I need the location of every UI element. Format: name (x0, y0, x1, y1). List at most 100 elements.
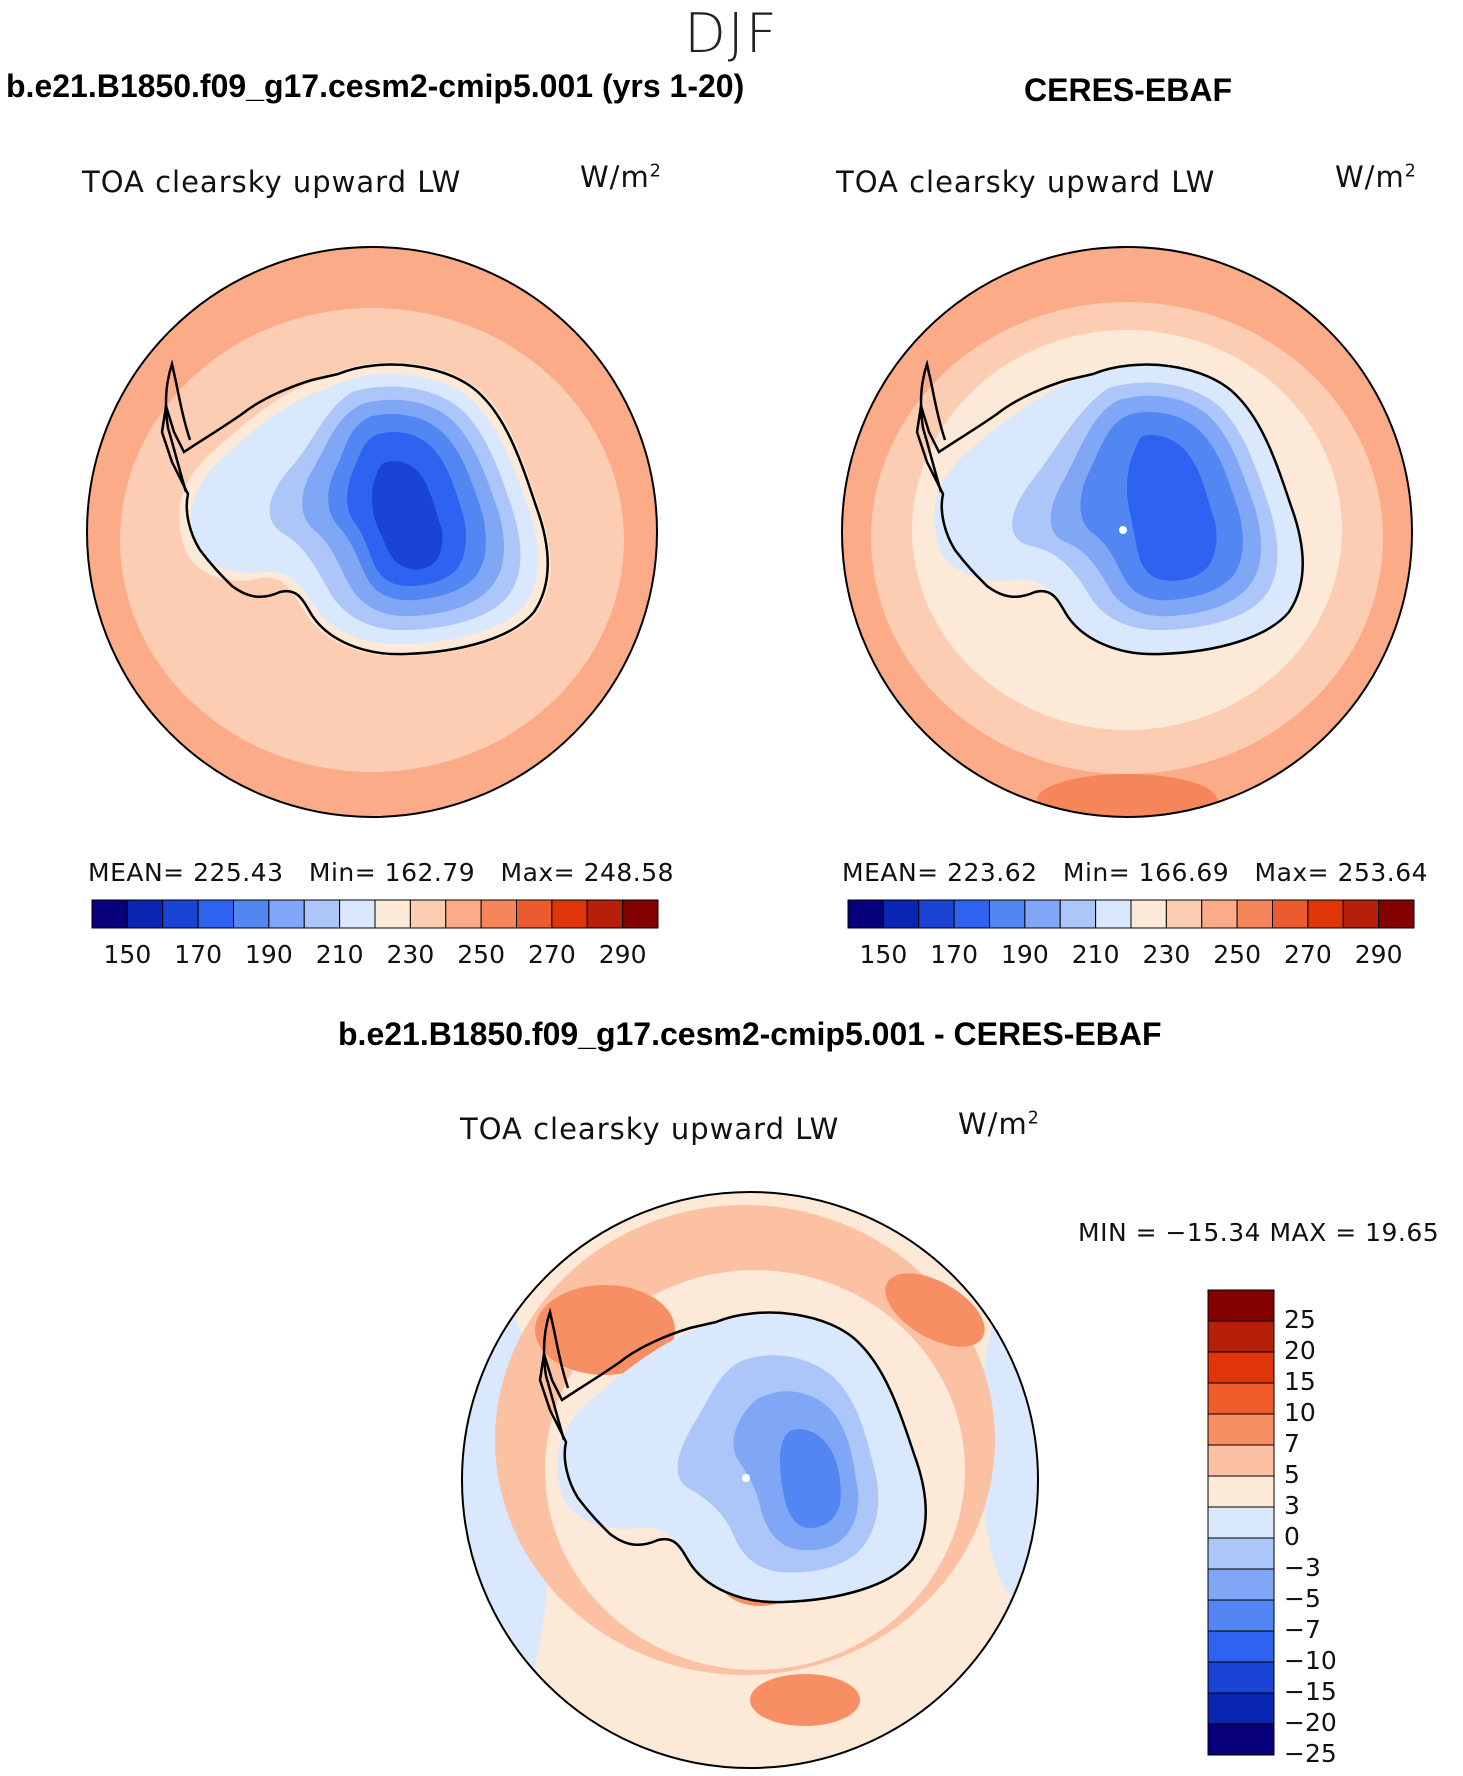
figure-title: DJF (684, 2, 779, 65)
model-polar-map (87, 247, 657, 817)
diff-coastline (538, 1311, 927, 1604)
diff-colorbar-swatch (1207, 1320, 1275, 1353)
obs-colorbar-swatch (1342, 899, 1380, 929)
obs-colorbar-swatch (1059, 899, 1097, 929)
diff-colorbar-tick-label: −25 (1284, 1739, 1337, 1768)
obs-polar-map (842, 247, 1412, 817)
model-colorbar-tick-label: 150 (103, 940, 152, 969)
model-colorbar-tick-label: 230 (386, 940, 435, 969)
diff-colorbar-swatch (1207, 1382, 1275, 1415)
model-colorbar-swatch (551, 899, 588, 929)
diff-colorbar-tick-label: −10 (1284, 1646, 1337, 1675)
obs-colorbar-swatch (1378, 899, 1415, 929)
diff-colorbar-swatch (1207, 1506, 1275, 1539)
diff-colorbar-swatch (1207, 1475, 1275, 1508)
obs-antarctica (915, 359, 1304, 656)
diff-colorbar-tick-label: 0 (1284, 1522, 1300, 1551)
model-colorbar-tick-label: 210 (315, 940, 364, 969)
model-colorbar-swatch (233, 899, 270, 929)
obs-colorbar-tick-label: 250 (1213, 940, 1261, 969)
diff-map-border (461, 1191, 1039, 1769)
model-colorbar-swatch (409, 899, 447, 929)
obs-colorbar-swatch (1024, 899, 1061, 929)
diff-colorbar-tick-label: −7 (1284, 1615, 1321, 1644)
diff-colorbar-swatch (1207, 1537, 1275, 1570)
obs-max-patch (1037, 774, 1217, 817)
model-panel-title: b.e21.B1850.f09_g17.cesm2-cmip5.001 (yrs… (6, 68, 745, 104)
diff-peninsula-coast (542, 1307, 570, 1441)
diff-colorbar-tick-label: 10 (1284, 1398, 1316, 1427)
model-colorbar (91, 899, 659, 929)
obs-colorbar-swatch (953, 899, 990, 929)
model-colorbar-swatch (197, 899, 234, 929)
model-colorbar-swatch (622, 899, 659, 929)
diff-hot-se (750, 1674, 860, 1726)
model-colorbar-tick-label: 290 (598, 940, 647, 969)
obs-colorbar-tick-label: 170 (930, 940, 978, 969)
model-colorbar-swatch (516, 899, 553, 929)
obs-colorbar-swatch (989, 899, 1026, 929)
diff-colorbar-tick-label: 15 (1284, 1367, 1316, 1396)
diff-colorbar-swatch (1207, 1413, 1275, 1446)
model-colorbar-tick-label: 170 (174, 940, 222, 969)
diff-colorbar-tick-label: −5 (1284, 1584, 1321, 1613)
obs-map-border (841, 246, 1413, 818)
obs-colorbar-swatch (882, 899, 920, 929)
diff-colorbar-tick-label: 3 (1284, 1491, 1300, 1520)
obs-colorbar-swatch (1236, 899, 1273, 929)
obs-panel-title: CERES-EBAF (1024, 72, 1233, 108)
model-variable-label: TOA clearsky upward LW (82, 165, 462, 199)
model-peninsula-coast (164, 359, 192, 493)
diff-colorbar-swatch (1207, 1630, 1275, 1663)
diff-cool-east (980, 1280, 1038, 1600)
model-colorbar-swatch (91, 899, 128, 929)
diff-colorbar-tick-label: 5 (1284, 1460, 1300, 1489)
model-colorbar-swatch (268, 899, 305, 929)
diff-ice-l4 (780, 1429, 841, 1528)
diff-colorbar-tick-label: −20 (1284, 1708, 1337, 1737)
diff-colorbar-tick-label: −15 (1284, 1677, 1337, 1706)
obs-colorbar-swatch (918, 899, 955, 929)
model-colorbar-swatch (126, 899, 164, 929)
obs-colorbar-tick-label: 270 (1284, 940, 1332, 969)
diff-panel-title: b.e21.B1850.f09_g17.cesm2-cmip5.001 - CE… (338, 1016, 1162, 1052)
diff-units-label: W/m2 (958, 1107, 1040, 1141)
obs-colorbar-swatch (1130, 899, 1167, 929)
obs-colorbar-swatch (1165, 899, 1203, 929)
model-map-border (86, 246, 658, 818)
obs-colorbar-swatch (1095, 899, 1132, 929)
model-colorbar-swatch (374, 899, 411, 929)
model-colorbar-tick-label: 270 (528, 940, 576, 969)
diff-colorbar-swatch (1207, 1289, 1275, 1322)
model-units-label: W/m2 (580, 160, 662, 194)
obs-ice-l5 (1126, 435, 1217, 581)
model-colorbar-swatch (303, 899, 341, 929)
model-ice-l6 (371, 460, 443, 570)
diff-polar-map (462, 1192, 1038, 1768)
obs-stats: MEAN= 223.62 Min= 166.69 Max= 253.64 (842, 858, 1429, 887)
model-stats: MEAN= 225.43 Min= 162.79 Max= 248.58 (88, 858, 675, 887)
diff-variable-label: TOA clearsky upward LW (460, 1112, 840, 1146)
model-colorbar-tick-label: 190 (245, 940, 293, 969)
diff-hot-nw (535, 1285, 675, 1375)
obs-colorbar-tick-label: 150 (859, 940, 908, 969)
obs-coastline (915, 363, 1304, 656)
diff-colorbar-tick-label: 25 (1284, 1305, 1316, 1334)
diff-colorbar-swatch (1207, 1351, 1275, 1384)
model-colorbar-swatch (445, 899, 482, 929)
diff-colorbar-tick-label: 20 (1284, 1336, 1316, 1365)
obs-colorbar-tick-label: 290 (1354, 940, 1403, 969)
diff-antarctica (538, 1307, 927, 1604)
model-colorbar-tick-label: 250 (457, 940, 505, 969)
obs-colorbar-swatch (1201, 899, 1238, 929)
diff-pole-marker (742, 1474, 750, 1482)
diff-colorbar-swatch (1207, 1568, 1275, 1601)
obs-pole-marker (1119, 526, 1127, 534)
model-colorbar-swatch (480, 899, 517, 929)
diff-minmax: MIN = −15.34 MAX = 19.65 (1078, 1218, 1440, 1247)
diff-colorbar-swatch (1207, 1599, 1275, 1632)
obs-units-label: W/m2 (1335, 160, 1417, 194)
diff-colorbar-tick-label: −3 (1284, 1553, 1321, 1582)
model-coastline (160, 363, 549, 656)
obs-colorbar (847, 899, 1415, 929)
